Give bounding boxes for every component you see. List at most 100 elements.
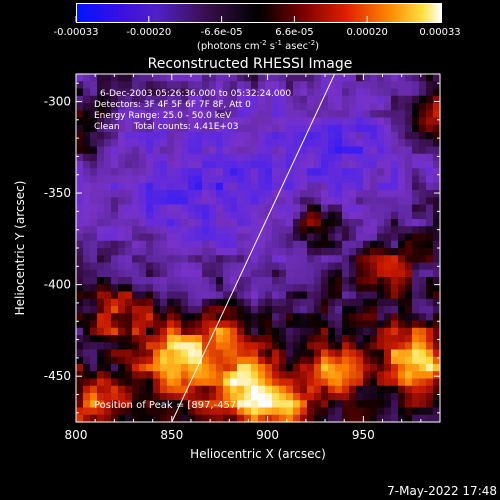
heatmap-cell xyxy=(391,182,399,191)
heatmap-cell xyxy=(321,284,329,293)
heatmap-cell xyxy=(363,393,371,401)
heatmap-cell xyxy=(405,393,413,401)
heatmap-cell xyxy=(433,342,441,351)
heatmap-cell xyxy=(433,298,441,307)
heatmap-cell xyxy=(97,233,105,242)
heatmap-cell xyxy=(244,298,252,307)
heatmap-cell xyxy=(412,393,420,401)
heatmap-cell xyxy=(370,335,378,343)
heatmap-cell xyxy=(391,269,399,278)
heatmap-cell xyxy=(370,284,378,293)
heatmap-cell xyxy=(398,356,406,365)
heatmap-cell xyxy=(216,262,224,271)
heatmap-cell xyxy=(223,349,231,358)
heatmap-cell xyxy=(202,291,210,300)
heatmap-cell xyxy=(363,197,371,206)
heatmap-cell xyxy=(293,262,301,271)
heatmap-cell xyxy=(328,103,336,111)
heatmap-cell xyxy=(377,226,385,235)
heatmap-cell xyxy=(307,356,315,365)
heatmap-cell xyxy=(83,146,91,155)
heatmap-cell xyxy=(391,197,399,206)
heatmap-cell xyxy=(356,393,364,401)
solar-limb-line xyxy=(171,73,336,423)
heatmap-cell xyxy=(76,110,84,119)
heatmap-cell xyxy=(118,132,126,140)
heatmap-cell xyxy=(244,175,252,184)
heatmap-cell xyxy=(349,124,357,133)
heatmap-cell xyxy=(83,74,91,82)
heatmap-cell xyxy=(412,349,420,358)
heatmap-cell xyxy=(419,320,427,329)
heatmap-cell xyxy=(335,81,343,90)
heatmap-cell xyxy=(398,255,406,264)
heatmap-cell xyxy=(391,132,399,140)
heatmap-cell xyxy=(419,255,427,264)
heatmap-cell xyxy=(314,168,322,177)
heatmap-cell xyxy=(90,364,98,372)
heatmap-cell xyxy=(202,306,210,314)
heatmap-cell xyxy=(209,95,217,104)
heatmap-cell xyxy=(321,262,329,271)
heatmap-cell xyxy=(405,240,413,249)
heatmap-cell xyxy=(244,327,252,336)
heatmap-cell xyxy=(111,291,119,300)
heatmap-cell xyxy=(419,124,427,133)
heatmap-cell xyxy=(391,385,399,394)
heatmap-cell xyxy=(307,306,315,314)
heatmap-cell xyxy=(251,117,259,126)
heatmap-cell xyxy=(153,161,161,169)
heatmap-cell xyxy=(216,233,224,242)
heatmap-cell xyxy=(328,226,336,235)
heatmap-cell xyxy=(97,262,105,271)
heatmap-cell xyxy=(251,74,259,82)
heatmap-cell xyxy=(223,182,231,191)
heatmap-cell xyxy=(286,88,294,97)
heatmap-cell xyxy=(230,139,238,148)
heatmap-cell xyxy=(132,103,140,111)
heatmap-cell xyxy=(265,74,273,82)
heatmap-cell xyxy=(97,74,105,82)
heatmap-cell xyxy=(132,95,140,104)
heatmap-cell xyxy=(349,168,357,177)
heatmap-cell xyxy=(412,81,420,90)
heatmap-cell xyxy=(83,327,91,336)
heatmap-cell xyxy=(132,414,140,423)
heatmap-cell xyxy=(237,204,245,213)
heatmap-cell xyxy=(195,81,203,90)
heatmap-cell xyxy=(335,342,343,351)
heatmap-cell xyxy=(272,320,280,329)
heatmap-cell xyxy=(328,378,336,387)
heatmap-cell xyxy=(335,110,343,119)
heatmap-cell xyxy=(279,190,287,198)
heatmap-cell xyxy=(398,364,406,372)
heatmap-cell xyxy=(216,132,224,140)
heatmap-cell xyxy=(90,204,98,213)
heatmap-cell xyxy=(90,385,98,394)
heatmap-cell xyxy=(146,335,154,343)
heatmap-cell xyxy=(174,298,182,307)
heatmap-cell xyxy=(223,313,231,322)
heatmap-cell xyxy=(286,103,294,111)
heatmap-cell xyxy=(328,320,336,329)
heatmap-cell xyxy=(349,103,357,111)
heatmap-cell xyxy=(279,356,287,365)
heatmap-cell xyxy=(181,153,189,162)
heatmap-cell xyxy=(125,255,133,264)
heatmap-cell xyxy=(328,298,336,307)
heatmap-cell xyxy=(104,262,112,271)
heatmap-cell xyxy=(433,110,441,119)
heatmap-cell xyxy=(321,313,329,322)
heatmap-cell xyxy=(335,306,343,314)
heatmap-cell xyxy=(405,335,413,343)
heatmap-cell xyxy=(125,349,133,358)
heatmap-cell xyxy=(90,262,98,271)
heatmap-cell xyxy=(244,400,252,409)
heatmap-cell xyxy=(237,88,245,97)
heatmap-cell xyxy=(251,378,259,387)
heatmap-cell xyxy=(279,219,287,227)
heatmap-cell xyxy=(223,356,231,365)
heatmap-cell xyxy=(433,204,441,213)
heatmap-cell xyxy=(321,255,329,264)
heatmap-cell xyxy=(237,124,245,133)
